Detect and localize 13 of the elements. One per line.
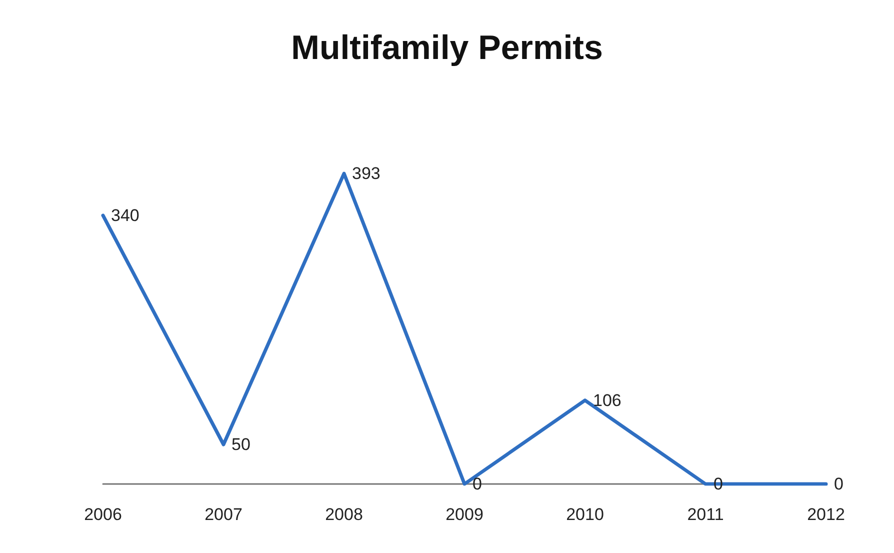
data-label: 340 <box>111 206 140 225</box>
chart-title: Multifamily Permits <box>291 29 603 67</box>
x-tick-label: 2012 <box>807 505 845 524</box>
data-label: 393 <box>352 164 380 184</box>
x-tick-label: 2008 <box>325 505 363 524</box>
x-tick-label: 2011 <box>687 505 724 524</box>
x-tick-label: 2007 <box>204 505 242 524</box>
x-tick-label: 2006 <box>84 505 122 524</box>
x-tick-label: 2009 <box>446 505 484 524</box>
data-label: 106 <box>593 390 622 410</box>
data-label: 0 <box>834 474 844 494</box>
data-label: 50 <box>232 435 250 454</box>
x-tick-label: 2010 <box>566 505 604 524</box>
